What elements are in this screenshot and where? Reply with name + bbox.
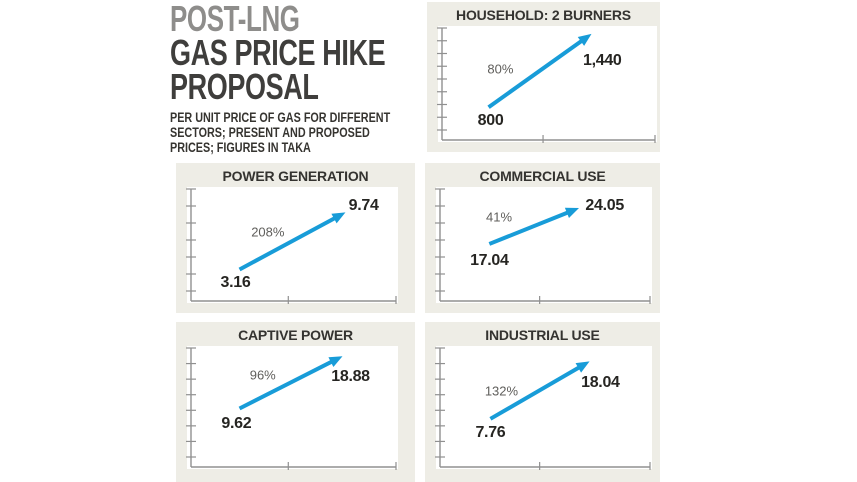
- proposed-price-label: 1,440: [582, 51, 622, 69]
- chart-title-household: HOUSEHOLD: 2 BURNERS: [456, 7, 631, 23]
- chart-card-industrial-use: INDUSTRIAL USE 7.76 18.04 132%: [425, 322, 660, 482]
- trend-arrow-chart: [435, 188, 651, 304]
- increase-percent-label: 132%: [484, 383, 519, 399]
- proposed-price-label: 9.74: [348, 197, 379, 215]
- present-price-label: 800: [477, 112, 504, 130]
- chart-title-commercial-use: COMMERCIAL USE: [479, 168, 606, 184]
- present-price-label: 7.76: [475, 424, 506, 442]
- proposed-price-label: 18.04: [581, 373, 620, 391]
- trend-arrow-chart: [437, 27, 656, 143]
- chart-title-captive-power: CAPTIVE POWER: [238, 327, 353, 343]
- chart-card-commercial-use: COMMERCIAL USE 17.04 24.05 41%: [425, 163, 660, 313]
- chart-title-power-generation: POWER GENERATION: [222, 168, 369, 184]
- chart-plot-captive-power: 9.62 18.88 96%: [186, 346, 398, 470]
- increase-percent-label: 96%: [249, 367, 276, 383]
- chart-plot-household: 800 1,440 80%: [437, 26, 657, 143]
- chart-title-industrial-use: INDUSTRIAL USE: [485, 327, 600, 343]
- main-title-line1: GAS PRICE HIKE: [170, 32, 386, 73]
- subtitle-line: PRICES; FIGURES IN TAKA: [170, 140, 311, 155]
- proposed-price-label: 24.05: [585, 197, 624, 215]
- increase-percent-label: 208%: [251, 224, 285, 240]
- subtitle-line: SECTORS; PRESENT AND PROPOSED: [170, 125, 370, 140]
- chart-card-power-generation: POWER GENERATION 3.16 9.74 208%: [176, 163, 415, 313]
- chart-card-captive-power: CAPTIVE POWER 9.62 18.88 96%: [176, 322, 415, 482]
- chart-plot-power-generation: 3.16 9.74 208%: [186, 187, 398, 304]
- subtitle-line: PER UNIT PRICE OF GAS FOR DIFFERENT: [170, 110, 391, 125]
- chart-card-household: HOUSEHOLD: 2 BURNERS 800 1,440 80%: [427, 2, 660, 152]
- trend-arrow-chart: [435, 347, 651, 470]
- present-price-label: 3.16: [220, 273, 251, 291]
- chart-plot-industrial-use: 7.76 18.04 132%: [435, 346, 652, 470]
- title-block: POST-LNG GAS PRICE HIKE PROPOSAL PER UNI…: [170, 0, 430, 156]
- kicker-text: POST-LNG: [170, 0, 300, 39]
- present-price-label: 17.04: [470, 252, 509, 269]
- increase-percent-label: 80%: [487, 61, 514, 77]
- subtitle: PER UNIT PRICE OF GAS FOR DIFFERENT SECT…: [170, 110, 430, 155]
- main-title-line2: PROPOSAL: [170, 66, 319, 107]
- increase-percent-label: 41%: [486, 209, 513, 225]
- trend-arrow-chart: [186, 347, 397, 470]
- present-price-label: 9.62: [221, 414, 252, 432]
- proposed-price-label: 18.88: [331, 367, 370, 385]
- trend-arrow-chart: [186, 188, 397, 304]
- chart-plot-commercial-use: 17.04 24.05 41%: [435, 187, 652, 304]
